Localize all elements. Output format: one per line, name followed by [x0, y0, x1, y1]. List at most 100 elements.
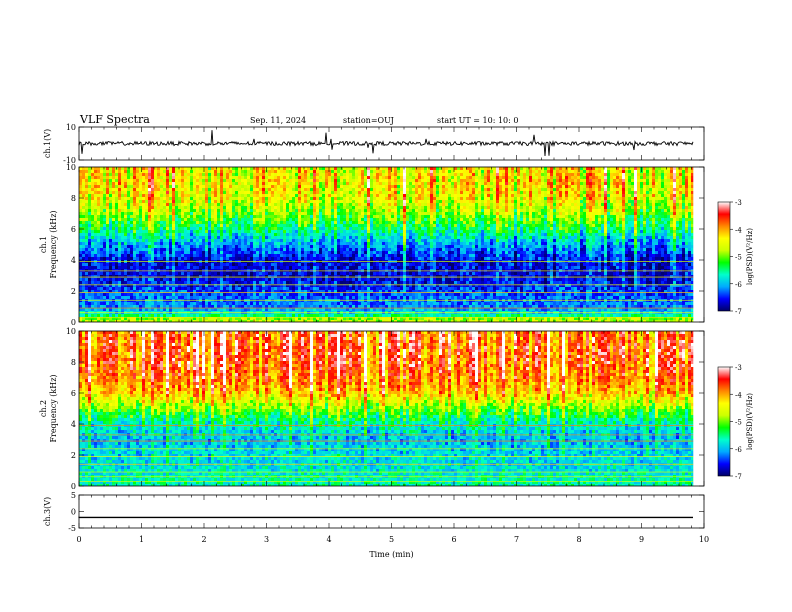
ch1-spectrogram-cell	[655, 182, 658, 185]
ch1-spectrogram-cell	[382, 209, 385, 212]
ch1-spectrogram-cell	[580, 200, 583, 203]
ch1-spectrogram-cell	[649, 197, 652, 200]
ch1-spectrogram-cell	[352, 173, 355, 176]
ch1-spectrogram-cell	[145, 209, 148, 212]
ch1-spectrogram-cell	[556, 179, 559, 182]
ch1-spectrogram-cell	[472, 194, 475, 197]
ch1-spectrogram-cell	[307, 194, 310, 197]
ch1-spectrogram-cell	[565, 209, 568, 212]
ch1-spectrogram-cell	[163, 227, 166, 230]
ch1-spectrogram-cell	[199, 191, 202, 194]
ch1-spectrogram-cell	[568, 170, 571, 173]
ch1-spectrogram-cell	[502, 218, 505, 221]
ch1-spectrogram-cell	[169, 197, 172, 200]
ch1-spectrogram-cell	[352, 197, 355, 200]
ch1-spectrogram-cell	[244, 167, 247, 170]
ch1-spectrogram-cell	[685, 179, 688, 182]
ch1-spectrogram-cell	[325, 209, 328, 212]
ch1-spectrogram-cell	[169, 203, 172, 206]
ch1-spectrogram-cell	[622, 227, 625, 230]
ch1-spectrogram-cell	[331, 176, 334, 179]
ch1-spectrogram-cell	[382, 230, 385, 233]
ch1-spectrogram-cell	[88, 167, 91, 170]
ch1-spectrogram-cell	[664, 209, 667, 212]
ch1-spectrogram-cell	[646, 185, 649, 188]
ch1-spectrogram-cell	[673, 212, 676, 215]
ch1-spectrogram-cell	[418, 191, 421, 194]
ch1-spectrogram-cell	[619, 197, 622, 200]
ch1-spectrogram-cell	[550, 176, 553, 179]
ch1-spectrogram-cell	[316, 185, 319, 188]
ch1-spectrogram-cell	[646, 197, 649, 200]
ch1-spectrogram-cell	[331, 212, 334, 215]
ch1-spectrogram-cell	[208, 221, 211, 224]
ch1-spectrogram-cell	[280, 230, 283, 233]
ch1-spectrogram-cell	[625, 197, 628, 200]
ch1-spectrogram-cell	[388, 185, 391, 188]
ch1-spectrogram-cell	[370, 176, 373, 179]
ch1-spectrogram-cell	[469, 182, 472, 185]
ch1-spectrogram-cell	[367, 212, 370, 215]
ch1-spectrogram-cell	[217, 209, 220, 212]
ch1-spectrogram-cell	[346, 203, 349, 206]
ch1-spectrogram-cell	[628, 182, 631, 185]
ch1-spectrogram-cell	[592, 170, 595, 173]
ch1-spectrogram-cell	[550, 167, 553, 170]
ch1-spectrogram-cell	[328, 215, 331, 218]
ch1-spectrogram-cell	[229, 206, 232, 209]
ch1-spectrogram-cell	[535, 167, 538, 170]
ch1-spectrogram-cell	[238, 188, 241, 191]
ch1-spectrogram-cell	[469, 170, 472, 173]
ch1-spectrogram-cell	[124, 227, 127, 230]
ch1-spectrogram-cell	[181, 233, 184, 236]
ch1-spectrogram-cell	[139, 182, 142, 185]
ch1-spectrogram-cell	[469, 167, 472, 170]
ch1-spectrogram-cell	[424, 182, 427, 185]
ch1-spectrogram-cell	[376, 221, 379, 224]
ch1-spectrogram-cell	[655, 167, 658, 170]
ch1-spectrogram-cell	[676, 200, 679, 203]
ch1-spectrogram-cell	[424, 206, 427, 209]
ch1-spectrogram-cell	[379, 176, 382, 179]
ch1-spectrogram-cell	[463, 215, 466, 218]
ch1-spectrogram-cell	[526, 206, 529, 209]
ch1-spectrogram-cell	[658, 221, 661, 224]
ch1-spectrogram-cell	[325, 173, 328, 176]
ch1-spectrogram-cell	[352, 176, 355, 179]
ch1-spectrogram-cell	[679, 170, 682, 173]
ch1-spectrogram-cell	[547, 167, 550, 170]
ch1-spectrogram-cell	[328, 221, 331, 224]
ch1-spectrogram-cell	[79, 203, 82, 206]
ch1-spectrogram-cell	[658, 203, 661, 206]
ch1-spectrogram-cell	[301, 227, 304, 230]
ch1-spectrogram-cell	[619, 167, 622, 170]
ch1-spectrogram-cell	[205, 194, 208, 197]
ch1-spectrogram-cell	[136, 209, 139, 212]
ch1-spectrogram-cell	[412, 218, 415, 221]
ch1-spectrogram-cell	[94, 191, 97, 194]
ch1-spectrogram-cell	[640, 185, 643, 188]
ch1-spectrogram-cell	[232, 209, 235, 212]
ch1-spectrogram-cell	[574, 194, 577, 197]
ch1-spectrogram-cell	[640, 200, 643, 203]
ch1-spectrogram-cell	[526, 188, 529, 191]
ch1-spectrogram-cell	[598, 200, 601, 203]
ch1-spectrogram-cell	[655, 203, 658, 206]
ch1-spectrogram-cell	[106, 227, 109, 230]
ch1-spectrogram-cell	[136, 206, 139, 209]
ch1-spectrogram-cell	[271, 227, 274, 230]
ch1-spectrogram-cell	[532, 179, 535, 182]
ch1-spectrogram-cell	[430, 179, 433, 182]
ch1-spectrogram-cell	[544, 179, 547, 182]
ch1-spectrogram-cell	[661, 212, 664, 215]
ch1-spectrogram-cell	[91, 209, 94, 212]
ch1-spectrogram-cell	[298, 194, 301, 197]
ch1-spectrogram-cell	[265, 182, 268, 185]
ch1-spectrogram-cell	[436, 221, 439, 224]
ch1-spectrogram-cell	[247, 194, 250, 197]
ch1-spectrogram-cell	[604, 176, 607, 179]
ch1-spectrogram-cell	[535, 185, 538, 188]
ch1-spectrogram-cell	[88, 236, 91, 239]
ch1-spectrogram-cell	[487, 194, 490, 197]
ch1-spectrogram-cell	[343, 209, 346, 212]
